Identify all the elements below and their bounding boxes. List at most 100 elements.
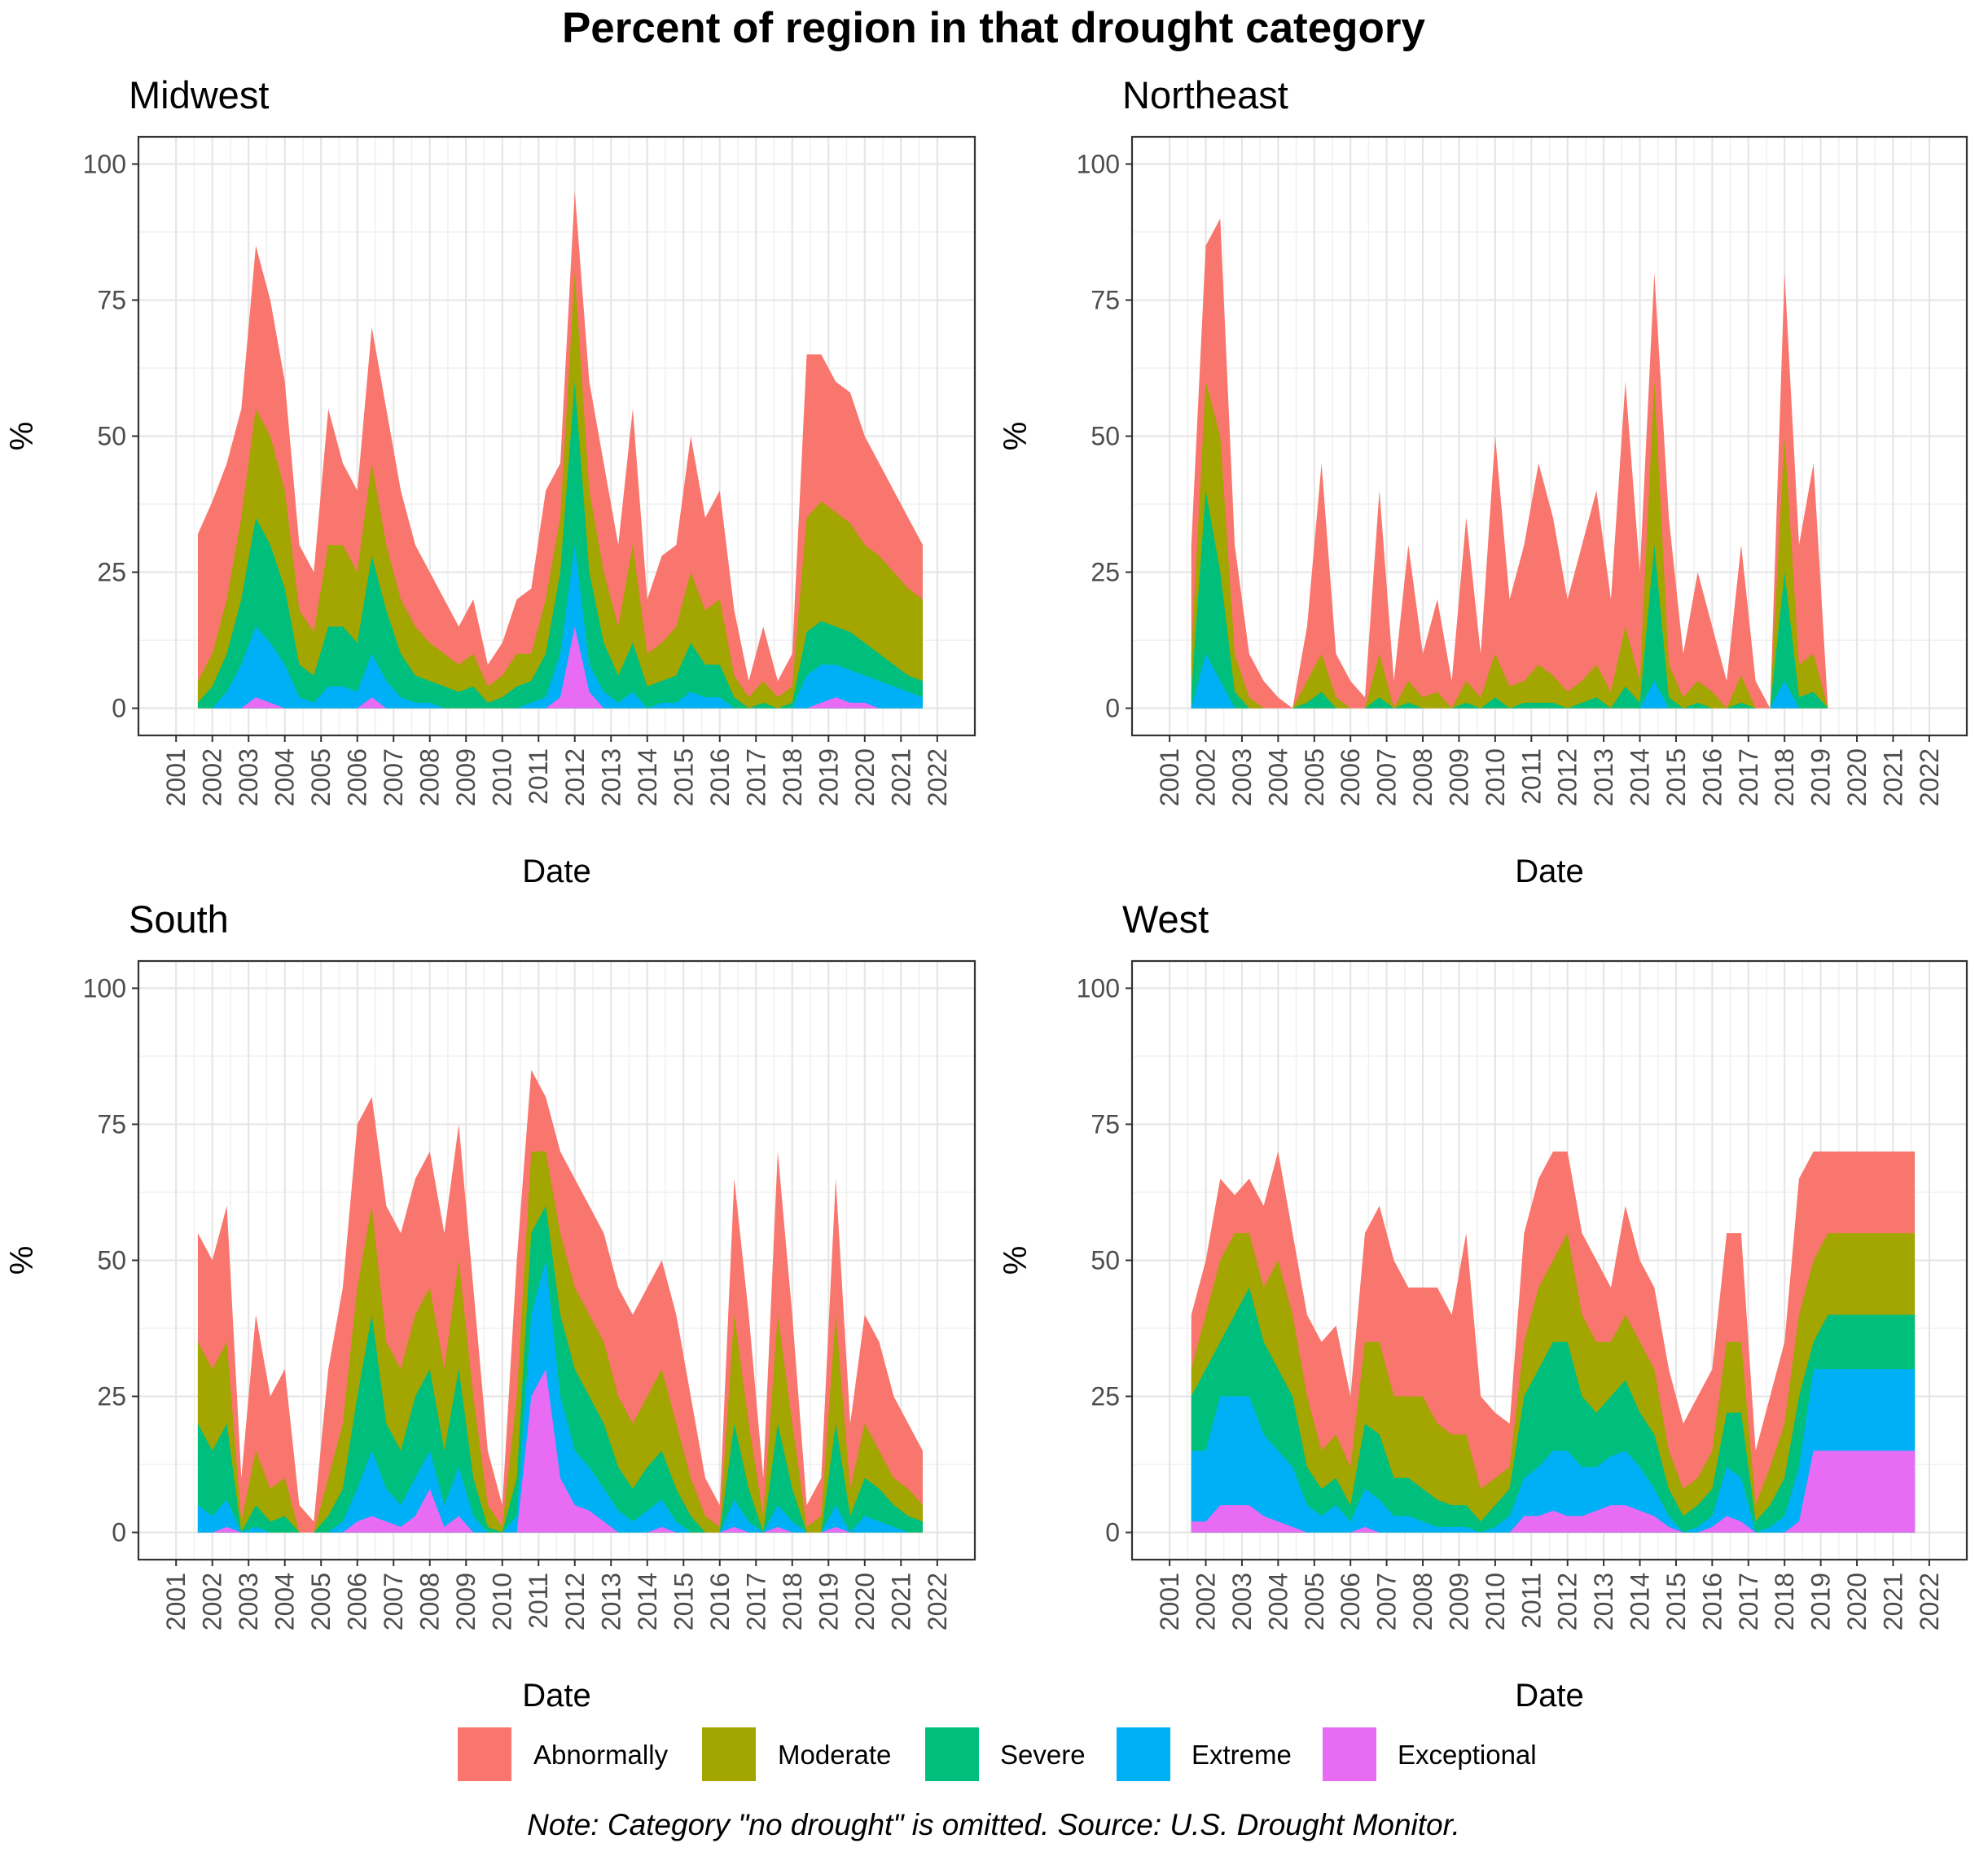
y-tick-label: 50	[97, 1246, 126, 1275]
legend-label: Severe	[1000, 1740, 1086, 1770]
chart-caption: Note: Category "no drought" is omitted. …	[527, 1808, 1460, 1841]
y-tick-label: 50	[97, 422, 126, 451]
y-tick-label: 100	[83, 149, 126, 178]
legend-swatch	[925, 1727, 979, 1781]
x-tick-label: 2009	[1444, 1573, 1473, 1630]
legend-label: Extreme	[1191, 1740, 1292, 1770]
y-tick-label: 100	[1077, 149, 1120, 178]
legend-item-severe: Severe	[925, 1727, 1086, 1781]
x-tick-label: 2003	[1227, 748, 1257, 806]
area-exceptional	[1191, 1450, 1916, 1533]
x-tick-label: 2002	[1191, 1573, 1221, 1630]
legend-item-extreme: Extreme	[1117, 1727, 1292, 1781]
y-axis-title: %	[4, 422, 40, 451]
x-tick-label: 2004	[270, 748, 300, 806]
x-tick-label: 2014	[1626, 748, 1655, 806]
x-tick-label: 2022	[923, 1573, 952, 1630]
x-axis-title: Date	[1515, 854, 1584, 889]
x-tick-label: 2008	[1408, 748, 1437, 806]
x-tick-label: 2010	[488, 1573, 517, 1630]
x-tick-label: 2020	[850, 748, 880, 806]
y-tick-label: 25	[1091, 1382, 1120, 1411]
x-tick-label: 2007	[1372, 1573, 1402, 1630]
area-extreme	[1191, 1369, 1916, 1533]
legend-swatch	[702, 1727, 756, 1781]
x-tick-label: 2007	[379, 748, 408, 806]
x-tick-label: 2019	[814, 1573, 843, 1630]
x-tick-label: 2022	[1915, 1573, 1944, 1630]
y-tick-label: 75	[1091, 285, 1120, 314]
x-tick-label: 2002	[198, 1573, 227, 1630]
x-tick-label: 2018	[1770, 1573, 1799, 1630]
x-tick-label: 2013	[596, 748, 625, 806]
y-tick-label: 50	[1091, 1246, 1120, 1275]
x-tick-label: 2020	[850, 1573, 880, 1630]
x-axis-title: Date	[522, 854, 591, 889]
x-tick-label: 2019	[1806, 748, 1836, 806]
x-tick-label: 2004	[1263, 748, 1292, 806]
x-tick-label: 2014	[633, 1573, 662, 1630]
y-tick-label: 100	[83, 973, 126, 1003]
x-tick-label: 2001	[1155, 1573, 1184, 1630]
x-tick-label: 2012	[1553, 1573, 1582, 1630]
panel-title: West	[1122, 897, 1209, 941]
x-tick-label: 2017	[1734, 1573, 1763, 1630]
y-tick-label: 0	[112, 694, 126, 723]
y-tick-label: 25	[1091, 558, 1120, 587]
legend-swatch	[1323, 1727, 1376, 1781]
panel-title: South	[129, 897, 229, 941]
y-tick-label: 0	[1105, 694, 1120, 723]
x-tick-label: 2018	[778, 1573, 807, 1630]
x-tick-label: 2007	[379, 1573, 408, 1630]
x-tick-label: 2008	[1408, 1573, 1437, 1630]
x-tick-label: 2008	[415, 748, 445, 806]
x-tick-label: 2016	[1697, 748, 1727, 806]
x-tick-label: 2017	[1734, 748, 1763, 806]
x-tick-label: 2008	[415, 1573, 445, 1630]
x-tick-label: 2022	[1915, 748, 1944, 806]
y-axis-title: %	[998, 422, 1033, 451]
x-tick-label: 2002	[198, 748, 227, 806]
x-tick-label: 2020	[1842, 1573, 1872, 1630]
x-tick-label: 2021	[1878, 1573, 1907, 1630]
x-tick-label: 2020	[1842, 748, 1872, 806]
x-tick-label: 2012	[560, 1573, 590, 1630]
area-severe	[1191, 1287, 1916, 1533]
x-tick-label: 2016	[705, 1573, 735, 1630]
area-severe	[197, 381, 923, 709]
legend-swatch	[1117, 1727, 1170, 1781]
x-tick-label: 2016	[1697, 1573, 1727, 1630]
legend-label: Moderate	[778, 1740, 891, 1770]
legend-item-abnormally: Abnormally	[458, 1727, 669, 1781]
x-tick-label: 2021	[1878, 748, 1907, 806]
area-extreme	[197, 545, 923, 709]
x-tick-label: 2018	[1770, 748, 1799, 806]
x-tick-label: 2017	[741, 748, 770, 806]
x-tick-label: 2005	[306, 748, 336, 806]
x-tick-label: 2003	[1227, 1573, 1257, 1630]
y-tick-label: 25	[97, 558, 126, 587]
chart-title: Percent of region in that drought catego…	[562, 4, 1426, 52]
x-tick-label: 2004	[270, 1573, 300, 1630]
x-tick-label: 2011	[1516, 1573, 1546, 1629]
x-axis-title: Date	[1515, 1678, 1584, 1714]
x-tick-label: 2005	[1300, 1573, 1329, 1630]
legend-item-exceptional: Exceptional	[1323, 1727, 1537, 1781]
x-tick-label: 2011	[524, 748, 553, 805]
legend-item-moderate: Moderate	[702, 1727, 891, 1781]
x-tick-label: 2006	[1336, 1573, 1365, 1630]
x-tick-label: 2011	[524, 1573, 553, 1629]
x-tick-label: 2010	[1481, 1573, 1510, 1630]
x-tick-label: 2022	[923, 748, 952, 806]
panel-title: Northeast	[1122, 73, 1288, 116]
y-tick-label: 75	[1091, 1109, 1120, 1139]
x-tick-label: 2009	[1444, 748, 1473, 806]
y-axis-title: %	[998, 1246, 1033, 1275]
legend-label: Abnormally	[533, 1740, 669, 1770]
